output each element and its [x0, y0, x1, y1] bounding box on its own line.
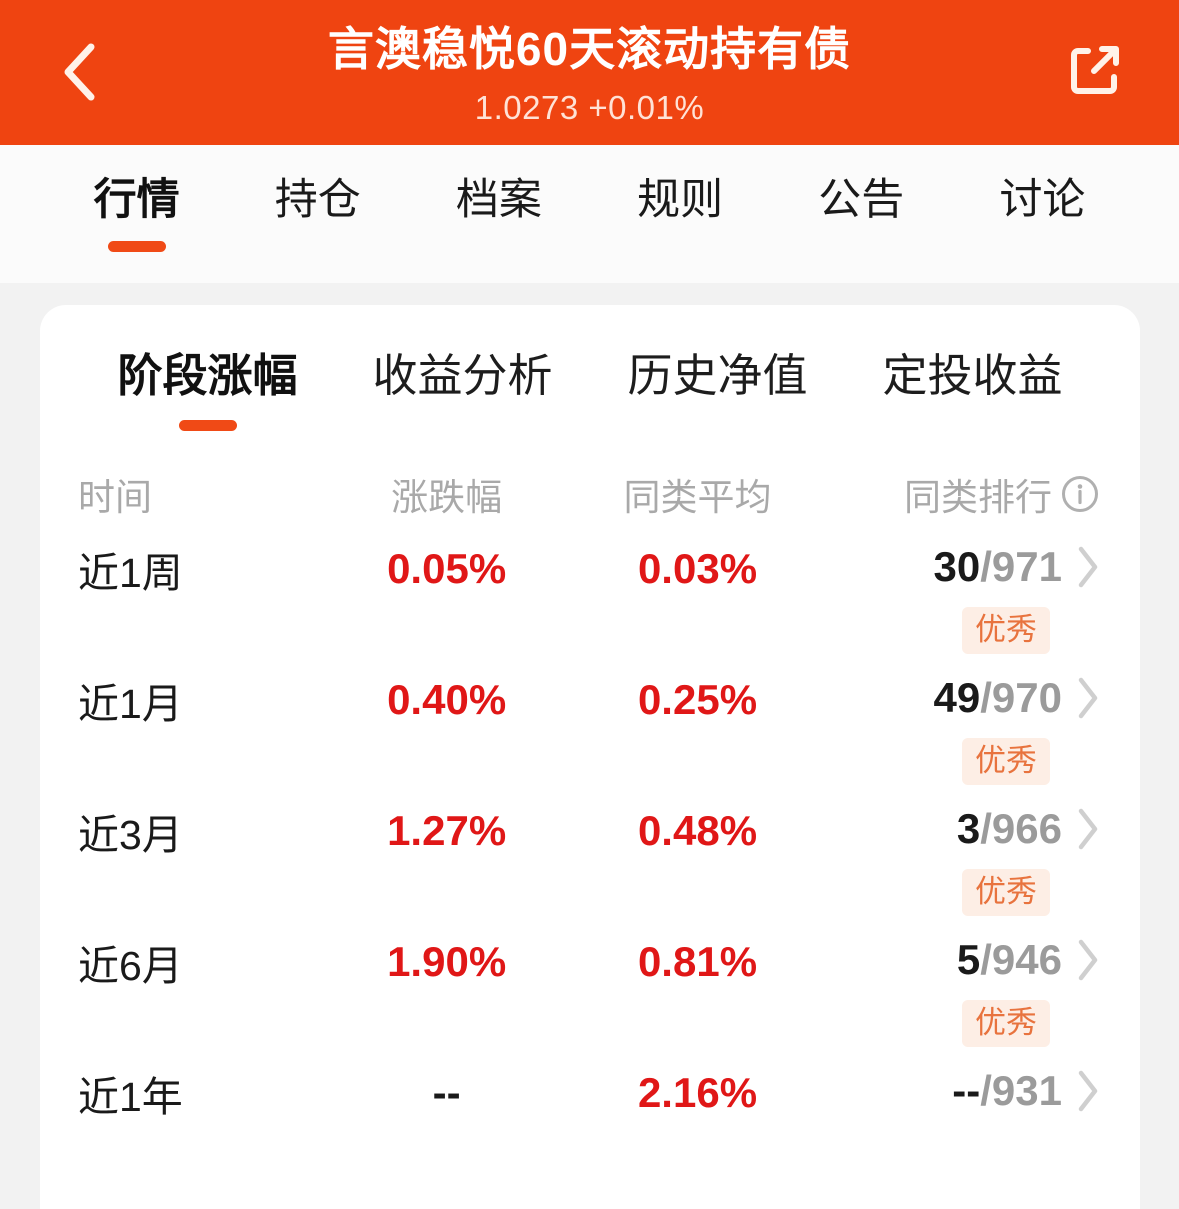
subtab-label: 定投收益 — [882, 350, 1063, 401]
chevron-right-icon[interactable] — [1072, 937, 1102, 983]
share-button[interactable] — [1061, 38, 1129, 106]
tab-label: 持仓 — [274, 176, 361, 224]
status-badge: 优秀 — [961, 869, 1050, 916]
row-rank-cell[interactable]: -- /931 — [826, 1061, 1102, 1161]
subtab-label: 历史净值 — [627, 350, 808, 401]
row-change: 1.27% — [387, 807, 507, 854]
row-rank-cell[interactable]: 5 /946 优秀 — [826, 930, 1102, 1061]
column-header-peer-rank: 同类排行 — [826, 467, 1102, 521]
table-row[interactable]: 近6月 1.90% 0.81% 5 /946 优秀 — [78, 930, 1102, 1061]
chevron-left-icon — [58, 41, 102, 103]
tab-hangqing[interactable]: 行情 — [46, 145, 227, 252]
main-nav-tabs: 行情 持仓 档案 规则 公告 讨论 — [0, 145, 1179, 283]
tab-label: 讨论 — [999, 176, 1086, 224]
row-peer-average: 0.25% — [637, 676, 758, 723]
tab-chicang[interactable]: 持仓 — [227, 145, 408, 232]
tab-label: 规则 — [637, 176, 724, 224]
row-rank-cell[interactable]: 49 /970 优秀 — [826, 668, 1102, 799]
row-rank-total: /946 — [980, 936, 1062, 983]
column-header-change: 涨跌幅 — [391, 477, 503, 518]
app-header: 言澳稳悦60天滚动持有债 1.0273 +0.01% — [0, 0, 1179, 145]
subtab-shouyifenxi[interactable]: 收益分析 — [335, 353, 590, 408]
status-badge: 优秀 — [961, 607, 1050, 654]
chevron-right-icon[interactable] — [1072, 1068, 1102, 1114]
row-rank-cell[interactable]: 3 /966 优秀 — [826, 799, 1102, 930]
subtab-label: 收益分析 — [372, 350, 553, 401]
row-rank-total: /970 — [980, 674, 1062, 721]
tab-guize[interactable]: 规则 — [590, 145, 771, 232]
subtab-jieduanzhangfu[interactable]: 阶段涨幅 — [80, 353, 335, 431]
column-header-peer-average: 同类平均 — [623, 477, 772, 518]
subtab-lishijingzhi[interactable]: 历史净值 — [590, 353, 845, 408]
tab-gonggao[interactable]: 公告 — [771, 145, 952, 232]
subtab-dingtoushouyi[interactable]: 定投收益 — [845, 353, 1100, 408]
sub-tabs: 阶段涨幅 收益分析 历史净值 定投收益 — [40, 305, 1140, 431]
column-header-time: 时间 — [78, 477, 152, 518]
row-change: -- — [432, 1069, 461, 1116]
table-header-row: 时间 涨跌幅 同类平均 同类排行 — [78, 467, 1102, 537]
performance-table: 时间 涨跌幅 同类平均 同类排行 近1周 0.05% — [40, 467, 1140, 1161]
row-peer-average: 0.03% — [637, 545, 758, 592]
active-indicator — [178, 420, 237, 431]
tab-taolun[interactable]: 讨论 — [952, 145, 1133, 232]
table-row[interactable]: 近1周 0.05% 0.03% 30 /971 优秀 — [78, 537, 1102, 668]
subtab-label: 阶段涨幅 — [117, 350, 298, 401]
row-period: 近1周 — [78, 550, 183, 596]
row-rank: -- — [952, 1067, 981, 1114]
fund-nav-value: 1.0273 +0.01% — [474, 88, 705, 126]
row-rank: 30 — [933, 543, 981, 590]
row-change: 0.05% — [387, 545, 507, 592]
row-change: 0.40% — [387, 676, 507, 723]
row-period: 近1月 — [78, 681, 183, 727]
performance-card: 阶段涨幅 收益分析 历史净值 定投收益 时间 涨跌幅 同类平均 同类排行 — [40, 305, 1140, 1209]
table-row[interactable]: 近1月 0.40% 0.25% 49 /970 优秀 — [78, 668, 1102, 799]
row-rank-cell[interactable]: 30 /971 优秀 — [826, 537, 1102, 668]
chevron-right-icon[interactable] — [1072, 544, 1102, 590]
row-rank-total: /966 — [980, 805, 1062, 852]
row-rank: 49 — [933, 674, 981, 721]
row-rank-total: /931 — [980, 1067, 1062, 1114]
row-peer-average: 0.81% — [637, 938, 758, 985]
row-period: 近3月 — [78, 812, 183, 858]
status-badge: 优秀 — [961, 738, 1050, 785]
row-period: 近6月 — [78, 943, 183, 989]
tab-dangan[interactable]: 档案 — [408, 145, 589, 232]
share-external-icon — [1066, 41, 1124, 104]
row-peer-average: 0.48% — [637, 807, 758, 854]
status-badge: 优秀 — [961, 1000, 1050, 1047]
row-period: 近1年 — [78, 1074, 183, 1120]
tab-label: 公告 — [818, 176, 905, 224]
chevron-right-icon[interactable] — [1072, 675, 1102, 721]
row-rank-total: /971 — [980, 543, 1062, 590]
page-title: 言澳稳悦60天滚动持有债 — [327, 23, 852, 76]
table-row[interactable]: 近3月 1.27% 0.48% 3 /966 优秀 — [78, 799, 1102, 930]
row-peer-average: 2.16% — [637, 1069, 758, 1116]
chevron-right-icon[interactable] — [1072, 806, 1102, 852]
column-header-peer-rank-label: 同类排行 — [903, 477, 1052, 518]
row-rank: 3 — [956, 805, 981, 852]
back-button[interactable] — [48, 40, 112, 104]
table-row[interactable]: 近1年 -- 2.16% -- /931 — [78, 1061, 1102, 1161]
row-rank: 5 — [956, 936, 981, 983]
row-change: 1.90% — [387, 938, 507, 985]
tab-label: 行情 — [93, 176, 180, 224]
tab-label: 档案 — [455, 176, 542, 224]
active-indicator — [107, 241, 166, 252]
info-circle-icon[interactable] — [1060, 474, 1100, 514]
